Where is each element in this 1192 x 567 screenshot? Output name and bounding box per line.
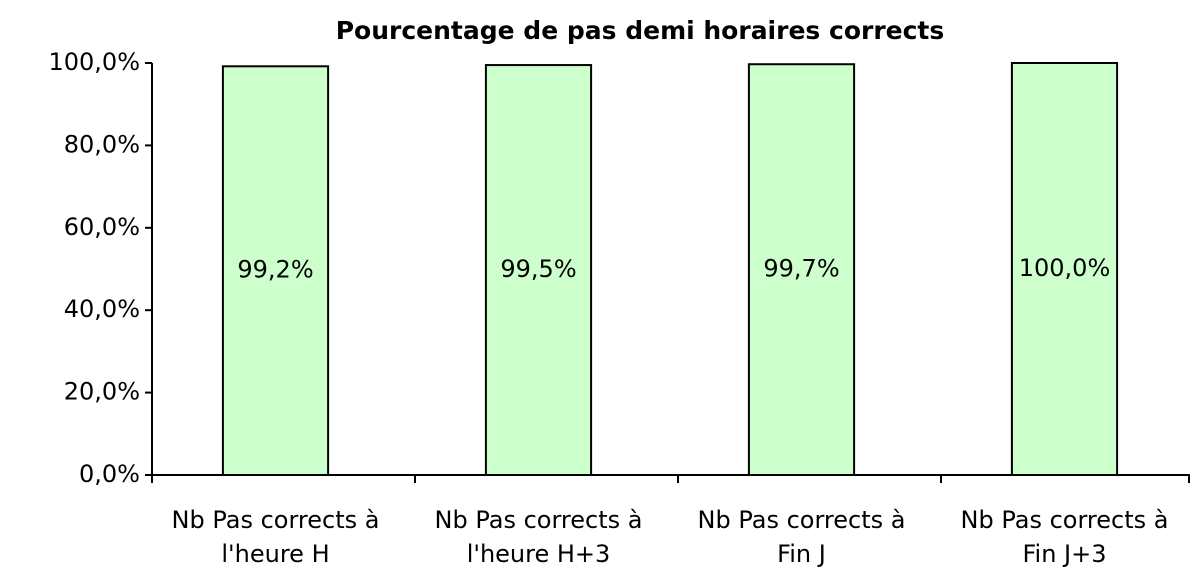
value-label: 99,5% bbox=[500, 255, 576, 283]
chart-title: Pourcentage de pas demi horaires correct… bbox=[336, 16, 945, 45]
value-label: 100,0% bbox=[1019, 254, 1111, 282]
x-tick-label: Nb Pas corrects à bbox=[698, 506, 906, 534]
y-tick-label: 100,0% bbox=[48, 48, 140, 76]
value-label: 99,2% bbox=[237, 256, 313, 284]
bar bbox=[221, 65, 330, 477]
x-tick-label: Fin J bbox=[777, 540, 826, 567]
bar bbox=[484, 64, 593, 476]
x-tick-label: Fin J+3 bbox=[1022, 540, 1106, 567]
x-tick-label: Nb Pas corrects à bbox=[435, 506, 643, 534]
x-tick-label: Nb Pas corrects à bbox=[172, 506, 380, 534]
x-tick-label: Nb Pas corrects à bbox=[961, 506, 1169, 534]
bar bbox=[1010, 62, 1119, 476]
y-tick-label: 40,0% bbox=[64, 295, 140, 323]
y-tick-label: 60,0% bbox=[64, 213, 140, 241]
y-tick-label: 0,0% bbox=[79, 460, 140, 488]
x-tick-label: l'heure H bbox=[221, 540, 329, 567]
bar bbox=[747, 63, 856, 477]
value-label: 99,7% bbox=[763, 255, 839, 283]
y-tick-label: 20,0% bbox=[64, 378, 140, 406]
y-tick-label: 80,0% bbox=[64, 130, 140, 158]
x-tick-label: l'heure H+3 bbox=[467, 540, 611, 567]
